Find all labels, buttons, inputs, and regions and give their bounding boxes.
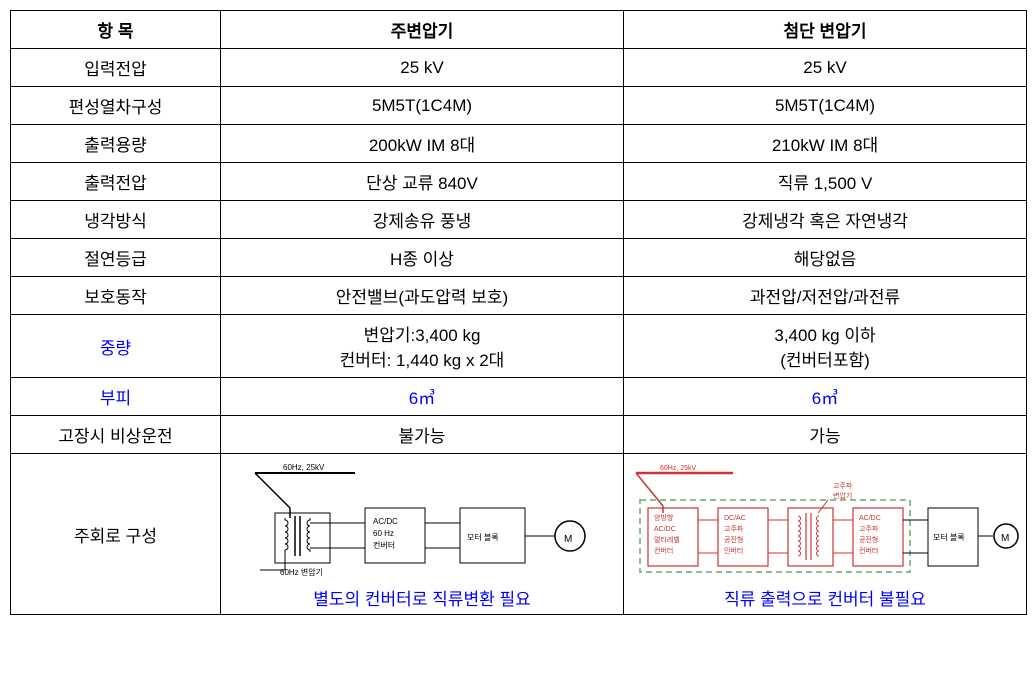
row-value: 25 kV [221, 49, 624, 87]
diagram1-bottom-label: 60Hz 변압기 [280, 567, 323, 577]
table-row: 보호동작 안전밸브(과도압력 보호) 과전압/저전압/과전류 [11, 277, 1027, 315]
row-value: 단상 교류 840V [221, 163, 624, 201]
diagram2-box1-l4: 컨버터 [654, 546, 673, 555]
table-row: 중량 변압기:3,400 kg 컨버터: 1,440 kg x 2대 3,400… [11, 315, 1027, 378]
row-label: 보호동작 [11, 277, 221, 315]
diagram2-box3-l1: AC/DC [859, 515, 881, 522]
diagram2-box1-l2: AC/DC [654, 526, 676, 533]
cell-line: 3,400 kg 이하 [632, 321, 1018, 346]
diagram1-top-label: 60Hz, 25kV [283, 463, 325, 472]
diagram2-box2-l4: 인버터 [724, 546, 743, 555]
row-label: 고장시 비상운전 [11, 416, 221, 454]
row-value: 과전압/저전압/과전류 [624, 277, 1027, 315]
row-label: 중량 [11, 315, 221, 378]
row-label: 주회로 구성 [11, 454, 221, 615]
row-label: 출력전압 [11, 163, 221, 201]
row-value: 변압기:3,400 kg 컨버터: 1,440 kg x 2대 [221, 315, 624, 378]
row-value: 6㎥ [221, 378, 624, 416]
diagram2-hf-label1: 고주파 [833, 481, 853, 490]
diagram2-box3-l4: 컨버터 [859, 546, 878, 555]
diagram1-box2: 모터 블록 [467, 532, 499, 542]
row-value: 가능 [624, 416, 1027, 454]
diagram2-box2-l1: DC/AC [724, 515, 746, 522]
table-row: 부피 6㎥ 6㎥ [11, 378, 1027, 416]
cell-line: 변압기:3,400 kg [229, 321, 615, 346]
row-label: 부피 [11, 378, 221, 416]
header-item: 항 목 [11, 11, 221, 49]
row-label: 출력용량 [11, 125, 221, 163]
header-col2: 주변압기 [221, 11, 624, 49]
table-row: 냉각방식 강제송유 풍냉 강제냉각 혹은 자연냉각 [11, 201, 1027, 239]
table-row: 절연등급 H종 이상 해당없음 [11, 239, 1027, 277]
diagram2-box3-l3: 공진형 [859, 535, 878, 544]
diagram2-hf-label2: 변압기 [833, 491, 852, 500]
diagram1-caption: 별도의 컨버터로 직류변환 필요 [225, 585, 619, 610]
diagram2-box2-l2: 고주파 [724, 524, 744, 533]
diagram-cell-1: 60Hz, 25kV [221, 454, 624, 615]
row-value: 25 kV [624, 49, 1027, 87]
table-row: 출력전압 단상 교류 840V 직류 1,500 V [11, 163, 1027, 201]
circuit-diagram-2: 60Hz, 25kV 고주파 변압기 양방향 AC/DC [628, 458, 1022, 610]
circuit-diagram-1: 60Hz, 25kV [225, 458, 619, 610]
row-value: 직류 1,500 V [624, 163, 1027, 201]
diagram2-box3-l2: 고주파 [859, 524, 879, 533]
diagram2-box1-l3: 멀티레벨 [654, 535, 680, 544]
table-row: 입력전압 25 kV 25 kV [11, 49, 1027, 87]
diagram2-box2-l3: 공진형 [724, 535, 743, 544]
row-value: 불가능 [221, 416, 624, 454]
row-value: 6㎥ [624, 378, 1027, 416]
row-value: 200kW IM 8대 [221, 125, 624, 163]
diagram2-box1-l1: 양방향 [654, 513, 674, 522]
row-value: 5M5T(1C4M) [221, 87, 624, 125]
row-label: 절연등급 [11, 239, 221, 277]
row-value: 5M5T(1C4M) [624, 87, 1027, 125]
row-value: 3,400 kg 이하 (컨버터포함) [624, 315, 1027, 378]
diagram2-top-label: 60Hz, 25kV [660, 465, 697, 472]
diagram1-box1-l2: 60 Hz [373, 529, 394, 538]
diagram1-box1-l1: AC/DC [373, 517, 398, 526]
header-col3: 첨단 변압기 [624, 11, 1027, 49]
diagram1-motor: M [564, 534, 572, 545]
diagram2-caption: 직류 출력으로 컨버터 불필요 [628, 585, 1022, 610]
row-label: 입력전압 [11, 49, 221, 87]
diagram-cell-2: 60Hz, 25kV 고주파 변압기 양방향 AC/DC [624, 454, 1027, 615]
diagram1-svg: 60Hz, 25kV [225, 458, 620, 583]
row-value: 210kW IM 8대 [624, 125, 1027, 163]
diagram2-box4: 모터 블록 [933, 532, 965, 542]
cell-line: 컨버터: 1,440 kg x 2대 [229, 346, 615, 371]
diagram1-box1-l3: 컨버터 [373, 540, 395, 550]
comparison-table: 항 목 주변압기 첨단 변압기 입력전압 25 kV 25 kV 편성열차구성 … [10, 10, 1027, 615]
diagram2-motor: M [1001, 533, 1009, 544]
diagram2-svg: 60Hz, 25kV 고주파 변압기 양방향 AC/DC [628, 458, 1023, 583]
row-label: 냉각방식 [11, 201, 221, 239]
table-row: 고장시 비상운전 불가능 가능 [11, 416, 1027, 454]
row-value: 해당없음 [624, 239, 1027, 277]
cell-line: (컨버터포함) [632, 346, 1018, 371]
table-header-row: 항 목 주변압기 첨단 변압기 [11, 11, 1027, 49]
diagram-row: 주회로 구성 60Hz, 25kV [11, 454, 1027, 615]
row-value: 안전밸브(과도압력 보호) [221, 277, 624, 315]
row-value: 강제송유 풍냉 [221, 201, 624, 239]
row-label: 편성열차구성 [11, 87, 221, 125]
table-row: 출력용량 200kW IM 8대 210kW IM 8대 [11, 125, 1027, 163]
table-row: 편성열차구성 5M5T(1C4M) 5M5T(1C4M) [11, 87, 1027, 125]
row-value: 강제냉각 혹은 자연냉각 [624, 201, 1027, 239]
row-value: H종 이상 [221, 239, 624, 277]
